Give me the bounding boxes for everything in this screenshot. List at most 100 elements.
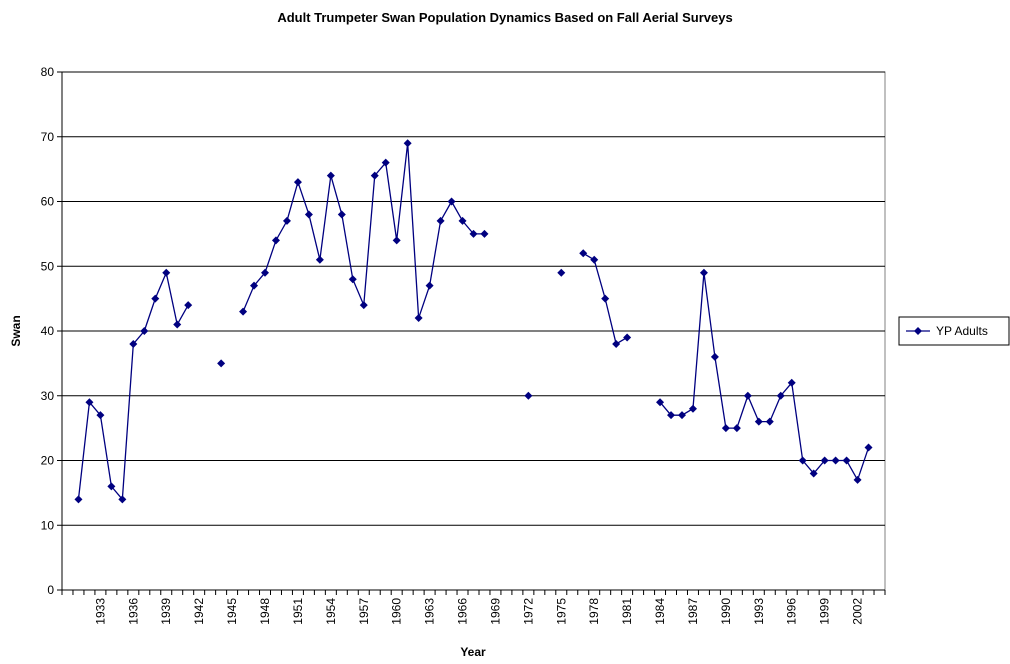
marker	[623, 333, 632, 342]
marker	[524, 391, 533, 400]
marker	[447, 197, 456, 206]
x-tick-label: 1954	[324, 598, 338, 625]
marker	[656, 398, 665, 407]
marker	[776, 391, 785, 400]
y-tick-label: 40	[41, 324, 55, 338]
marker	[239, 307, 248, 316]
marker	[677, 411, 686, 420]
x-tick-label: 1939	[159, 598, 173, 625]
marker	[557, 268, 566, 277]
x-tick-label: 1933	[93, 598, 107, 625]
marker	[798, 456, 807, 465]
marker	[579, 249, 588, 258]
x-tick-label: 1948	[258, 598, 272, 625]
marker	[688, 404, 697, 413]
marker	[129, 339, 138, 348]
x-tick-label: 1990	[719, 598, 733, 625]
x-tick-label: 1969	[488, 598, 502, 625]
marker	[348, 275, 357, 284]
marker	[217, 359, 226, 368]
x-tick-label: 1936	[126, 598, 140, 625]
marker	[864, 443, 873, 452]
x-tick-label: 1984	[653, 598, 667, 625]
marker	[590, 255, 599, 264]
y-axis-title: Swan	[9, 315, 23, 346]
x-tick-label: 2002	[851, 598, 865, 625]
marker	[403, 139, 412, 148]
marker	[765, 417, 774, 426]
y-tick-label: 50	[41, 259, 55, 273]
marker	[107, 482, 116, 491]
marker	[140, 327, 149, 335]
legend-marker	[914, 327, 922, 335]
marker	[853, 475, 862, 484]
marker	[721, 424, 730, 433]
x-tick-label: 1951	[291, 598, 305, 625]
y-tick-label: 70	[41, 130, 55, 144]
marker	[250, 281, 259, 290]
marker	[710, 352, 719, 361]
marker	[85, 398, 94, 407]
legend-label: YP Adults	[936, 324, 988, 338]
y-tick-label: 0	[47, 583, 54, 597]
marker	[359, 301, 368, 310]
marker	[173, 320, 182, 329]
x-tick-label: 1981	[620, 598, 634, 625]
marker	[271, 236, 280, 245]
marker	[118, 495, 127, 504]
marker	[743, 391, 752, 400]
marker	[425, 281, 434, 290]
marker	[392, 236, 401, 245]
marker	[304, 210, 313, 219]
x-tick-label: 1942	[192, 598, 206, 625]
marker	[414, 314, 423, 323]
x-tick-label: 1993	[752, 598, 766, 625]
y-tick-label: 60	[41, 195, 55, 209]
x-axis-title: Year	[460, 645, 486, 659]
marker	[458, 216, 467, 225]
x-tick-label: 1999	[818, 598, 832, 625]
marker	[74, 495, 83, 504]
marker	[754, 417, 763, 426]
marker	[699, 268, 708, 277]
marker	[96, 411, 105, 420]
marker	[732, 424, 741, 433]
marker	[184, 301, 193, 310]
marker	[831, 456, 840, 465]
marker	[480, 229, 489, 238]
marker	[282, 216, 291, 225]
marker	[809, 469, 818, 478]
x-tick-label: 1966	[456, 598, 470, 625]
marker	[315, 255, 324, 264]
x-tick-label: 1987	[686, 598, 700, 625]
x-tick-label: 1963	[423, 598, 437, 625]
marker	[293, 178, 302, 187]
chart-title: Adult Trumpeter Swan Population Dynamics…	[277, 10, 732, 25]
y-tick-label: 20	[41, 454, 55, 468]
marker	[151, 294, 160, 303]
y-tick-label: 30	[41, 389, 55, 403]
marker	[436, 216, 445, 225]
marker	[469, 229, 478, 238]
marker	[601, 294, 610, 303]
marker	[261, 268, 270, 277]
marker	[337, 210, 346, 219]
marker	[381, 158, 390, 167]
marker	[667, 411, 676, 420]
marker	[787, 378, 796, 387]
y-tick-label: 10	[41, 518, 55, 532]
x-tick-label: 1957	[357, 598, 371, 625]
x-tick-label: 1978	[587, 598, 601, 625]
marker	[842, 456, 851, 465]
marker	[370, 171, 379, 180]
marker	[612, 339, 621, 348]
marker	[162, 268, 171, 277]
marker	[820, 456, 829, 465]
x-tick-label: 1975	[554, 598, 568, 625]
x-tick-label: 1972	[521, 598, 535, 625]
y-tick-label: 80	[41, 65, 55, 79]
x-tick-label: 1945	[225, 598, 239, 625]
marker	[326, 171, 335, 180]
x-tick-label: 1996	[785, 598, 799, 625]
